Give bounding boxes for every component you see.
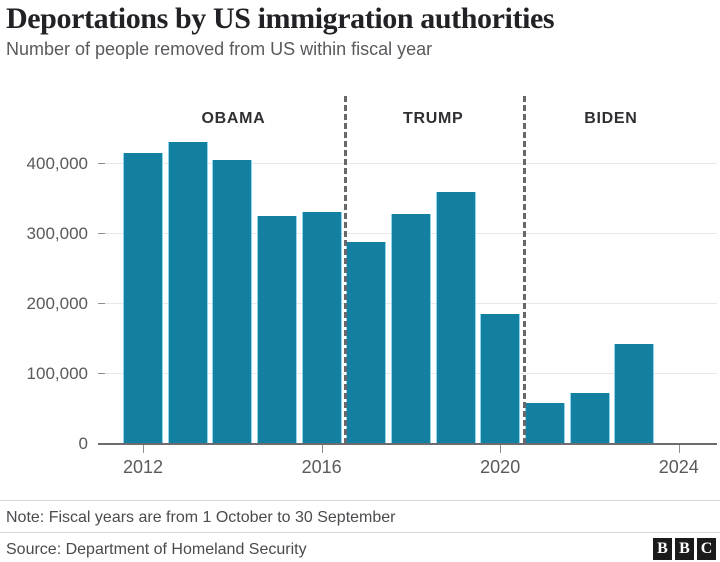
x-axis-tick-label: 2020 bbox=[480, 457, 521, 477]
bar[interactable] bbox=[167, 142, 208, 443]
y-axis-tick-mark bbox=[98, 233, 105, 234]
bar[interactable] bbox=[435, 192, 476, 443]
x-axis-tick-mark bbox=[143, 445, 144, 453]
x-axis-tick-mark bbox=[678, 445, 680, 453]
footer-divider-top bbox=[0, 500, 720, 501]
era-divider bbox=[522, 96, 526, 444]
bar[interactable] bbox=[123, 152, 163, 443]
bar[interactable] bbox=[614, 343, 655, 443]
y-axis-tick-label: 100,000 bbox=[26, 364, 88, 383]
y-axis-tick-mark bbox=[98, 163, 105, 164]
bar[interactable] bbox=[256, 216, 297, 443]
bbc-logo-letter: B bbox=[675, 538, 694, 560]
bar[interactable] bbox=[480, 313, 521, 443]
chart-note: Note: Fiscal years are from 1 October to… bbox=[6, 509, 396, 526]
y-axis-tick-mark bbox=[98, 303, 105, 304]
chart-subtitle: Number of people removed from US within … bbox=[6, 39, 433, 59]
bar[interactable] bbox=[569, 392, 610, 443]
x-axis-tick-label: 2016 bbox=[301, 457, 342, 477]
era-label: TRUMP bbox=[403, 110, 464, 127]
era-divider bbox=[343, 96, 347, 444]
bbc-logo-letter: C bbox=[697, 538, 716, 560]
x-axis-tick-label: 2012 bbox=[122, 457, 164, 477]
x-axis-tick-label: 2024 bbox=[658, 457, 699, 477]
bar[interactable] bbox=[212, 160, 253, 443]
chart-source: Source: Department of Homeland Security bbox=[6, 541, 307, 558]
x-axis-line bbox=[98, 443, 717, 445]
y-axis-tick-label: 200,000 bbox=[26, 294, 88, 313]
bar[interactable] bbox=[301, 212, 342, 443]
era-label: BIDEN bbox=[584, 110, 638, 127]
bar[interactable] bbox=[390, 214, 431, 443]
bar[interactable] bbox=[346, 242, 387, 443]
y-axis-tick-label: 0 bbox=[78, 434, 88, 453]
gridline bbox=[103, 163, 717, 164]
x-axis-tick-mark bbox=[321, 445, 323, 453]
chart-title: Deportations by US immigration authoriti… bbox=[6, 2, 555, 35]
footer-divider-bottom bbox=[0, 532, 720, 533]
bar[interactable] bbox=[524, 403, 565, 443]
x-axis-tick-mark bbox=[500, 445, 502, 453]
y-axis-tick-mark bbox=[98, 373, 105, 374]
bbc-logo-letter: B bbox=[653, 538, 672, 560]
era-label: OBAMA bbox=[201, 110, 266, 127]
y-axis-tick-label: 300,000 bbox=[26, 224, 88, 243]
y-axis-tick-label: 400,000 bbox=[26, 154, 88, 173]
